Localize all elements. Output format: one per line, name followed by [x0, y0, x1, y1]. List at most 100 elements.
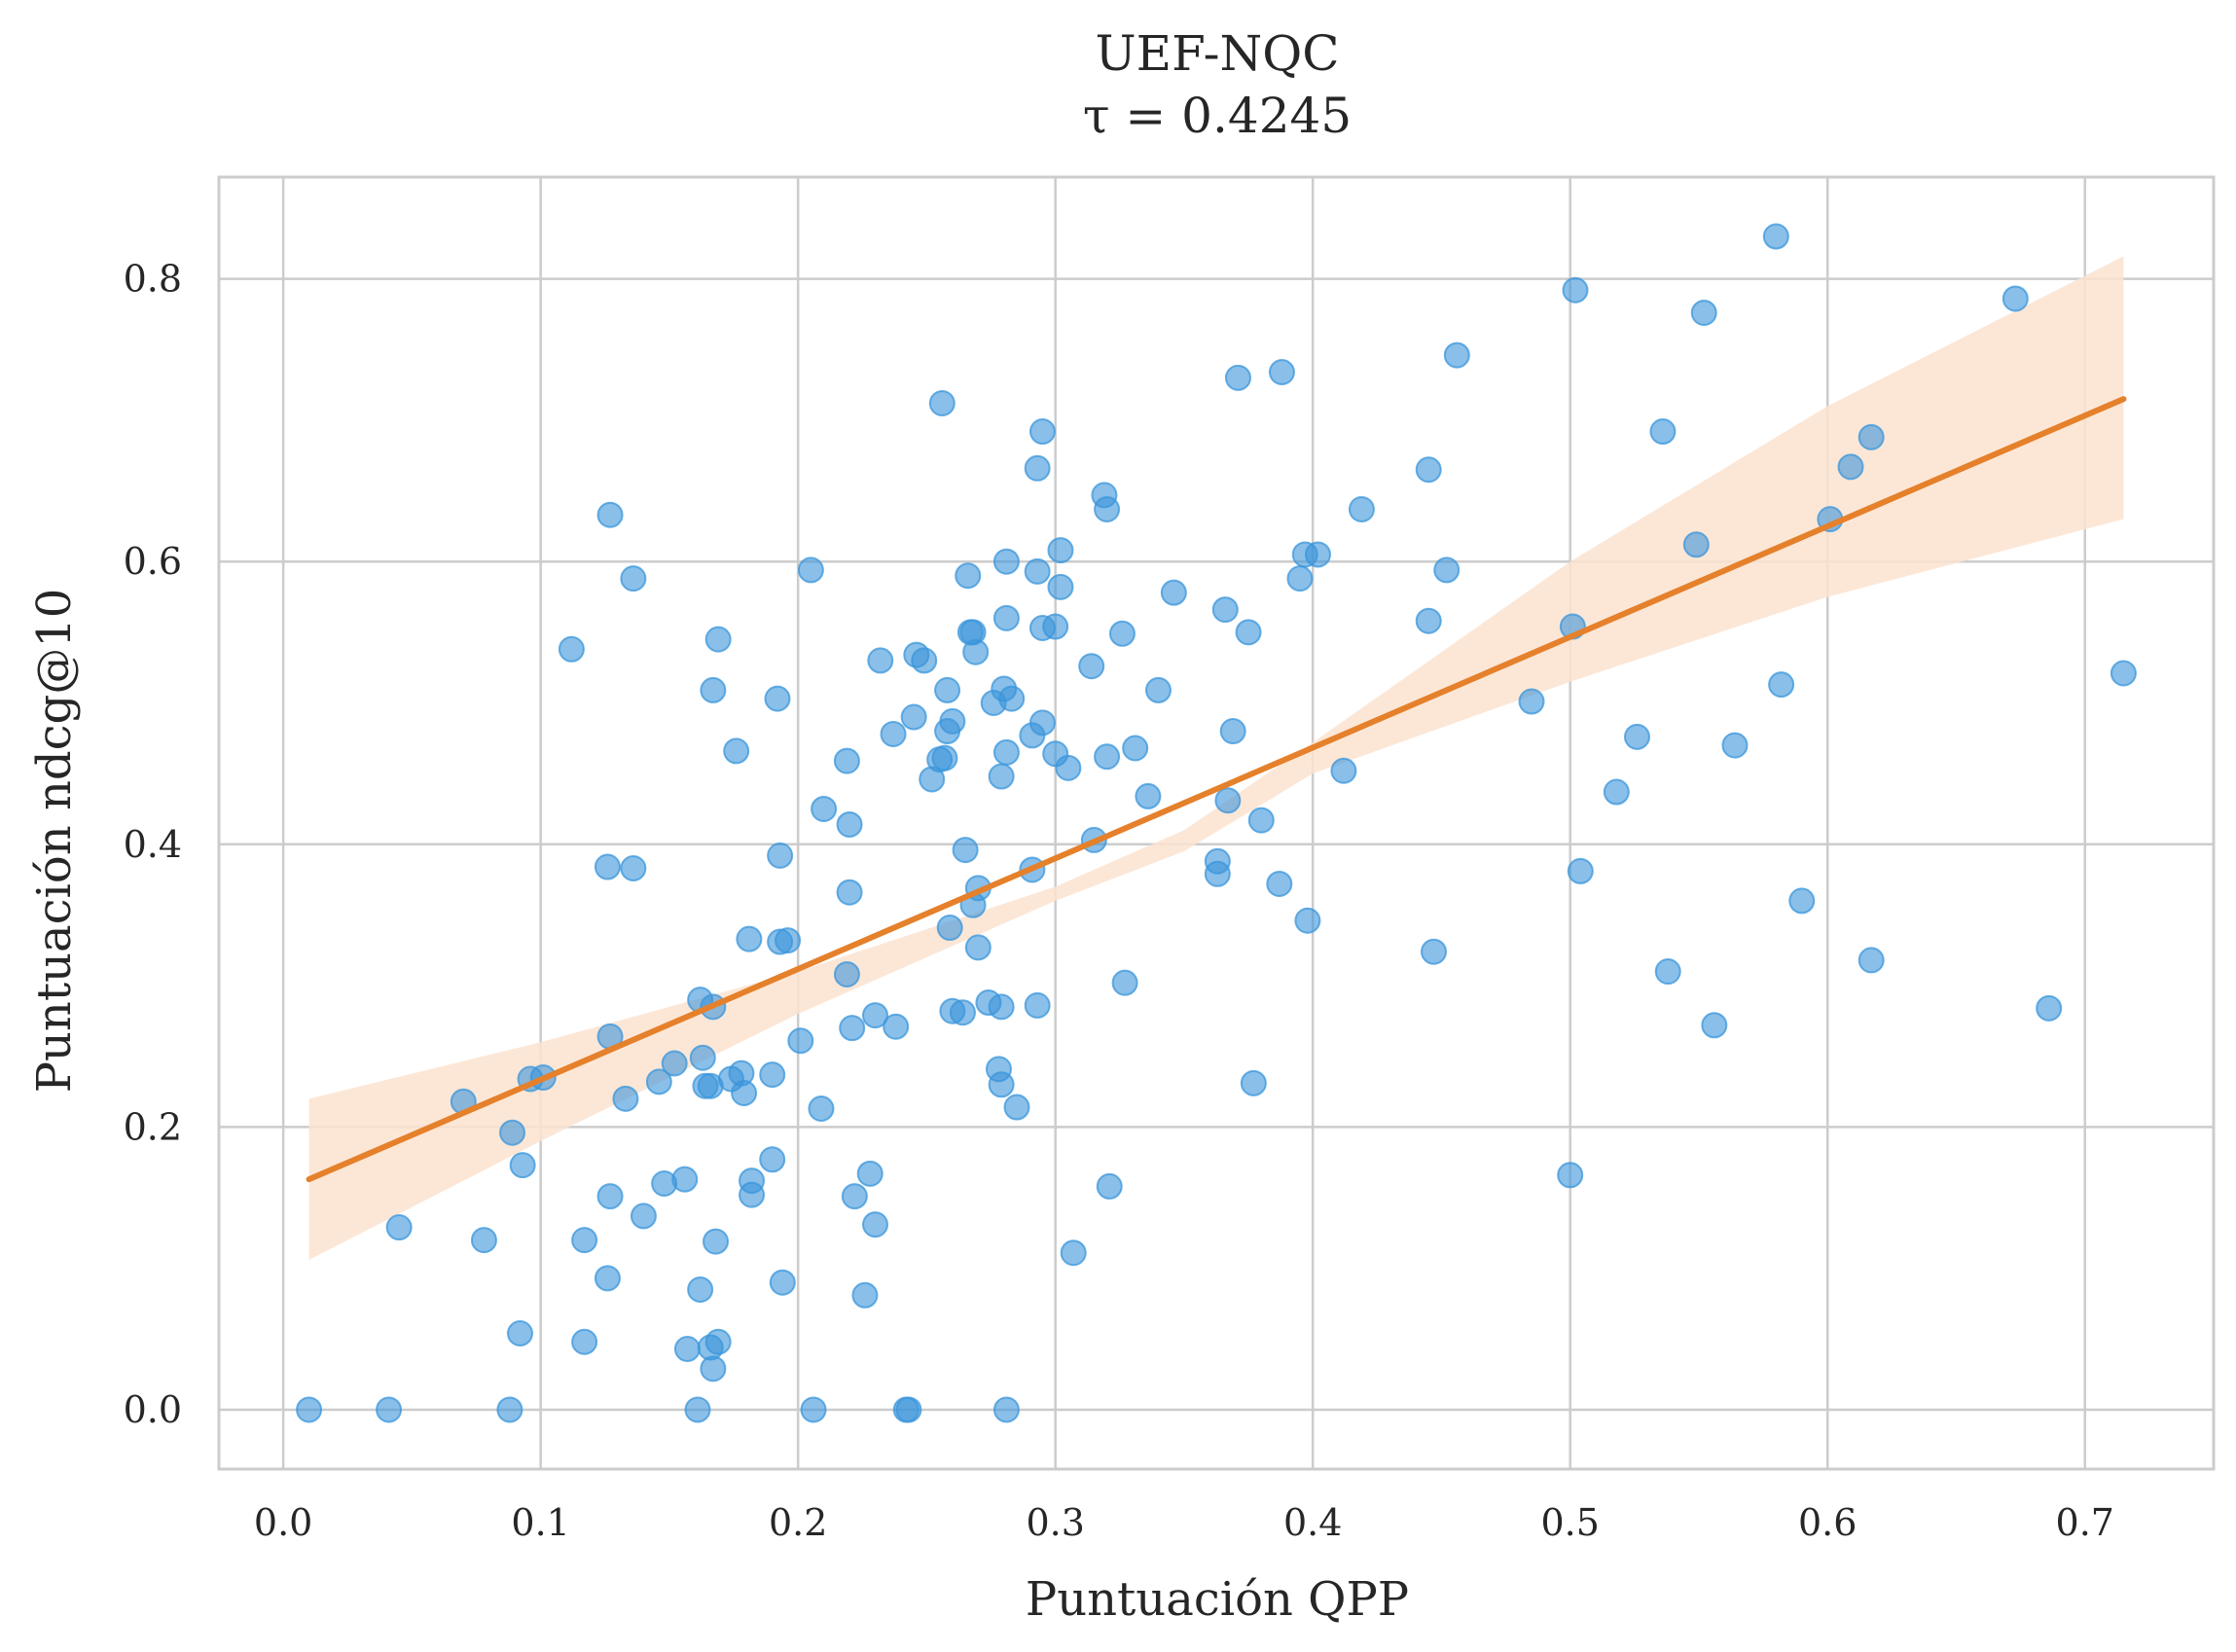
x-tick-labels: 0.0 0.1 0.2 0.3 0.4 0.5 0.6 0.7: [254, 1501, 2114, 1544]
data-point: [596, 1183, 624, 1210]
data-point: [862, 1211, 889, 1239]
chart-subtitle: τ = 0.4245: [1083, 88, 1352, 144]
data-point: [787, 1027, 814, 1055]
data-point: [841, 1183, 868, 1210]
data-point: [1024, 557, 1051, 585]
data-point: [1078, 653, 1105, 680]
data-point: [1415, 456, 1442, 484]
chart-title: UEF-NQC: [1096, 25, 1340, 82]
data-point: [1654, 958, 1681, 986]
data-point: [856, 1160, 884, 1187]
data-points: [296, 223, 2137, 1423]
data-point: [671, 1166, 699, 1193]
data-point: [594, 853, 621, 880]
data-point: [867, 647, 894, 674]
data-point: [1219, 718, 1246, 745]
data-point: [1096, 1172, 1123, 1200]
data-point: [1762, 223, 1789, 250]
data-point: [1108, 620, 1136, 647]
confidence-band-area: [308, 256, 2124, 1260]
data-point: [800, 1396, 827, 1423]
data-point: [376, 1396, 403, 1423]
data-point: [1690, 299, 1717, 326]
data-point: [1701, 1012, 1728, 1039]
data-point: [689, 1044, 716, 1071]
data-point: [700, 1355, 727, 1383]
data-point: [911, 647, 938, 674]
data-point: [962, 638, 990, 665]
data-point: [992, 1396, 1020, 1423]
data-point: [1721, 732, 1749, 759]
data-point: [1443, 341, 1470, 369]
data-point: [767, 842, 794, 869]
x-tick-label: 0.6: [1798, 1501, 1857, 1544]
data-point: [949, 999, 976, 1026]
data-point: [645, 1068, 672, 1095]
data-point: [1235, 619, 1262, 646]
data-point: [1649, 418, 1677, 446]
x-axis-label: Puntuación QPP: [1026, 1572, 1409, 1627]
data-point: [385, 1214, 413, 1241]
data-point: [988, 763, 1015, 790]
data-point: [964, 934, 992, 961]
data-point: [934, 676, 961, 703]
y-axis-label: Puntuación ndcg@10: [27, 589, 82, 1094]
data-point: [1433, 557, 1461, 584]
data-point: [470, 1227, 497, 1254]
data-point: [1304, 541, 1331, 568]
data-point: [2002, 285, 2029, 312]
data-point: [1768, 671, 1795, 699]
data-point: [1060, 1239, 1087, 1267]
data-point: [1567, 857, 1594, 884]
plot-frame: [217, 175, 2216, 1471]
data-point: [775, 927, 802, 954]
data-point: [739, 1181, 766, 1208]
data-point: [684, 1396, 711, 1423]
data-point: [836, 879, 863, 906]
data-point: [661, 1050, 688, 1077]
x-tick-label: 0.1: [511, 1501, 569, 1544]
data-point: [851, 1281, 879, 1309]
y-tick-label: 0.8: [124, 258, 182, 301]
data-point: [558, 635, 585, 663]
data-point: [673, 1335, 701, 1362]
x-tick-label: 0.4: [1283, 1501, 1342, 1544]
data-point: [1160, 579, 1187, 606]
data-point: [1144, 676, 1172, 703]
data-point: [928, 389, 956, 416]
data-point: [862, 1002, 889, 1029]
data-point: [1122, 735, 1149, 762]
data-point: [1562, 276, 1589, 304]
data-point: [1788, 887, 1816, 915]
data-point: [2110, 660, 2137, 687]
data-point: [506, 1320, 533, 1347]
grid: [219, 177, 2214, 1469]
data-point: [1348, 495, 1375, 522]
data-point: [2036, 994, 2063, 1022]
data-point: [1247, 807, 1275, 834]
data-point: [1857, 423, 1885, 450]
y-tick-label: 0.4: [124, 823, 182, 866]
data-point: [1028, 418, 1056, 446]
data-point: [836, 810, 863, 838]
data-point: [992, 548, 1020, 575]
data-point: [620, 854, 647, 881]
data-point: [988, 993, 1015, 1021]
data-point: [1557, 1162, 1584, 1189]
x-tick-label: 0.2: [769, 1501, 827, 1544]
data-point: [883, 1013, 910, 1040]
data-point: [1330, 757, 1357, 784]
y-tick-label: 0.0: [124, 1388, 182, 1431]
data-point: [759, 1061, 786, 1089]
data-point: [296, 1396, 323, 1423]
data-point: [496, 1396, 523, 1423]
data-point: [759, 1146, 786, 1173]
data-point: [723, 737, 750, 765]
data-point: [1518, 688, 1545, 715]
data-point: [1421, 938, 1448, 965]
data-point: [1047, 537, 1074, 564]
data-point: [1094, 495, 1121, 522]
data-point: [1623, 723, 1650, 750]
data-point: [833, 747, 860, 774]
